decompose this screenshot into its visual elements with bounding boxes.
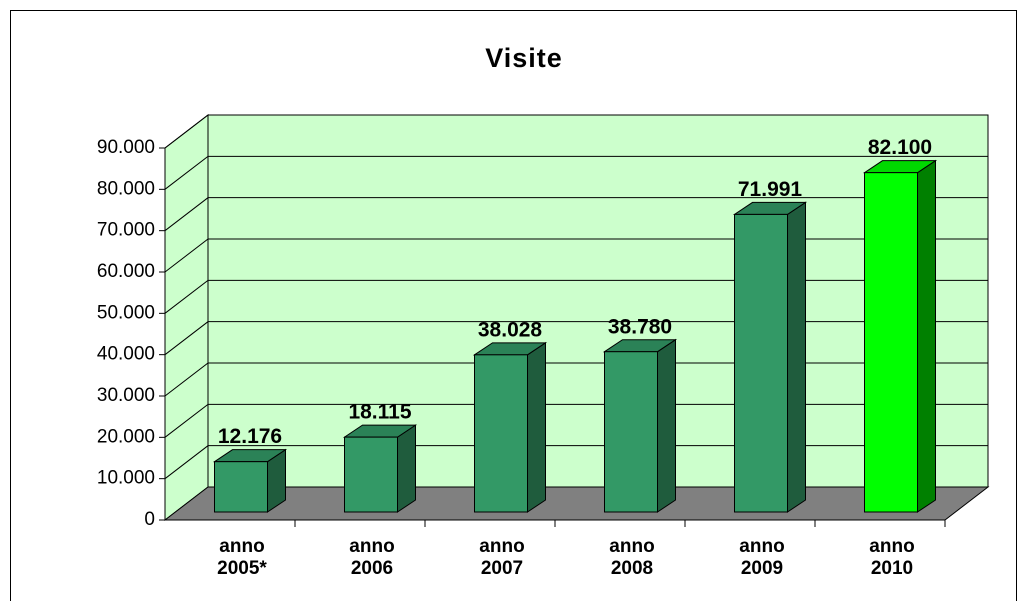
bar <box>734 213 788 513</box>
grid-line <box>164 279 988 314</box>
bar <box>604 351 658 513</box>
y-tick-label: 30.000 <box>97 385 155 406</box>
grid-line <box>164 114 988 149</box>
bar <box>864 172 918 513</box>
bar-side <box>917 159 936 513</box>
x-tick-label: anno 2006 <box>349 536 395 579</box>
value-label: 71.991 <box>738 178 803 201</box>
x-tick-label: anno 2005* <box>217 536 267 579</box>
y-tick-label: 50.000 <box>97 302 155 323</box>
grid-line <box>164 362 988 397</box>
value-label: 18.115 <box>348 401 411 424</box>
x-tick-label: anno 2007 <box>479 536 525 579</box>
x-tick-label: anno 2009 <box>739 536 785 579</box>
value-label: 38.028 <box>478 318 543 341</box>
bar-side <box>397 424 416 513</box>
grid-line <box>164 238 988 273</box>
grid-line <box>164 155 988 190</box>
chart-title: Visite <box>485 43 563 73</box>
bar-side <box>787 201 806 513</box>
y-tick-label: 0 <box>144 509 155 530</box>
y-tick-label: 90.000 <box>97 137 155 158</box>
y-tick-label: 40.000 <box>97 344 155 365</box>
y-tick-label: 20.000 <box>97 426 155 447</box>
y-tick-label: 10.000 <box>97 468 155 489</box>
grid-line <box>164 197 988 232</box>
bar <box>474 354 528 513</box>
x-tick-label: anno 2010 <box>869 536 915 579</box>
value-label: 38.780 <box>608 315 672 338</box>
y-tick-label: 80.000 <box>97 178 155 199</box>
bar <box>344 436 398 513</box>
value-label: 12.176 <box>218 425 282 448</box>
value-label: 82.100 <box>868 136 932 159</box>
grid-line <box>164 445 988 480</box>
grid-line <box>164 321 988 356</box>
y-tick-label: 60.000 <box>97 261 155 282</box>
bar-side <box>527 341 546 513</box>
y-tick-label: 70.000 <box>97 220 155 241</box>
grid-line <box>164 403 988 438</box>
bar-side <box>657 338 676 513</box>
x-tick-label: anno 2008 <box>609 536 655 579</box>
side-wall <box>164 113 209 522</box>
bar <box>214 461 268 513</box>
